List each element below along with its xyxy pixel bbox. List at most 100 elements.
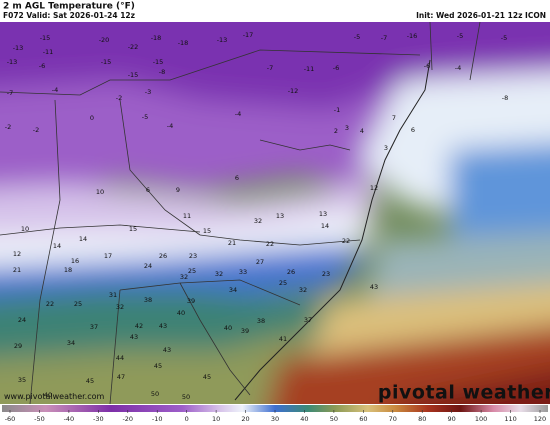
station-value: -18 bbox=[178, 39, 189, 47]
station-value: -15 bbox=[153, 58, 164, 66]
station-value: 15 bbox=[129, 225, 137, 233]
station-value: 32 bbox=[116, 303, 124, 311]
station-value: 34 bbox=[229, 286, 237, 294]
station-value: 38 bbox=[257, 317, 265, 325]
station-value: -16 bbox=[407, 32, 418, 40]
init-time: Init: Wed 2026-01-21 12z ICON bbox=[416, 11, 546, 20]
station-value: 50 bbox=[182, 393, 190, 401]
station-value: 6 bbox=[235, 174, 239, 182]
station-value: -7 bbox=[381, 34, 387, 42]
station-value: 22 bbox=[266, 240, 274, 248]
station-value: 45 bbox=[86, 377, 94, 385]
colorbar bbox=[2, 405, 548, 412]
station-value: 25 bbox=[188, 267, 196, 275]
station-value: 41 bbox=[279, 335, 287, 343]
station-value: -2 bbox=[5, 123, 11, 131]
colorbar-label: 100 bbox=[475, 415, 487, 423]
station-value: 39 bbox=[241, 327, 249, 335]
station-value: 29 bbox=[14, 342, 22, 350]
station-value: 39 bbox=[187, 297, 195, 305]
station-value: 12 bbox=[13, 250, 21, 258]
station-value: -4 bbox=[455, 64, 461, 72]
station-value: 35 bbox=[18, 376, 26, 384]
station-value: 13 bbox=[276, 212, 284, 220]
station-value: 18 bbox=[64, 266, 72, 274]
station-value: 24 bbox=[18, 316, 26, 324]
borders bbox=[0, 22, 481, 404]
station-value: 3 bbox=[345, 124, 349, 132]
station-value: 17 bbox=[104, 252, 112, 260]
station-value: 14 bbox=[321, 222, 329, 230]
station-value: -13 bbox=[13, 44, 24, 52]
station-value: 25 bbox=[74, 300, 82, 308]
colorbar-label: 20 bbox=[241, 415, 249, 423]
station-value: -4 bbox=[167, 122, 173, 130]
station-value: 25 bbox=[279, 279, 287, 287]
station-value: -11 bbox=[43, 48, 54, 56]
station-value: 26 bbox=[159, 252, 167, 260]
station-value: 23 bbox=[189, 252, 197, 260]
colorbar-label: 80 bbox=[418, 415, 426, 423]
station-value: -8 bbox=[502, 94, 508, 102]
colorbar-label: 50 bbox=[330, 415, 338, 423]
watermark-url: www.pivotalweather.com bbox=[4, 392, 105, 401]
station-value: 24 bbox=[144, 262, 152, 270]
station-value: -7 bbox=[267, 64, 273, 72]
station-value: 0 bbox=[90, 114, 94, 122]
station-value: 22 bbox=[46, 300, 54, 308]
station-value: 10 bbox=[21, 225, 29, 233]
station-value: 38 bbox=[144, 296, 152, 304]
station-value: 21 bbox=[228, 239, 236, 247]
station-value: 33 bbox=[239, 268, 247, 276]
station-value: 40 bbox=[44, 391, 52, 399]
station-value: 2 bbox=[334, 127, 338, 135]
station-value: 32 bbox=[299, 286, 307, 294]
colorbar-label: 0 bbox=[185, 415, 189, 423]
station-value: -4 bbox=[52, 86, 58, 94]
colorbar-label: 30 bbox=[271, 415, 279, 423]
station-value: 4 bbox=[360, 127, 364, 135]
station-value: -15 bbox=[128, 71, 139, 79]
station-value: 16 bbox=[71, 257, 79, 265]
station-value: -15 bbox=[40, 34, 51, 42]
station-value: 6 bbox=[411, 126, 415, 134]
station-value: -18 bbox=[151, 34, 162, 42]
station-value: 45 bbox=[154, 362, 162, 370]
station-value: -12 bbox=[288, 87, 299, 95]
station-value: -6 bbox=[424, 62, 430, 70]
station-value: 13 bbox=[319, 210, 327, 218]
colorbar-label: -30 bbox=[93, 415, 104, 423]
station-value: 47 bbox=[117, 373, 125, 381]
watermark-brand: pivotal weather bbox=[378, 382, 550, 404]
station-value: -15 bbox=[101, 58, 112, 66]
station-value: 9 bbox=[176, 186, 180, 194]
colorbar-label: 110 bbox=[504, 415, 516, 423]
station-value: 43 bbox=[130, 333, 138, 341]
station-value: -5 bbox=[142, 113, 148, 121]
colorbar-label: -10 bbox=[152, 415, 163, 423]
station-value: -7 bbox=[7, 89, 13, 97]
station-value: 27 bbox=[256, 258, 264, 266]
station-value: -8 bbox=[159, 68, 165, 76]
station-value: 23 bbox=[322, 270, 330, 278]
station-value: -2 bbox=[33, 126, 39, 134]
station-value: 40 bbox=[224, 324, 232, 332]
colorbar-label: 10 bbox=[212, 415, 220, 423]
station-value: 43 bbox=[163, 346, 171, 354]
station-value: -20 bbox=[99, 36, 110, 44]
station-value: 31 bbox=[109, 291, 117, 299]
colorbar-label: -40 bbox=[64, 415, 75, 423]
colorbar-label: -60 bbox=[5, 415, 16, 423]
colorbar-label: -20 bbox=[122, 415, 133, 423]
station-value: 32 bbox=[180, 273, 188, 281]
station-value: -13 bbox=[7, 58, 18, 66]
colorbar-label: 40 bbox=[300, 415, 308, 423]
title: 2 m AGL Temperature (°F) bbox=[3, 2, 135, 12]
station-value: 14 bbox=[79, 235, 87, 243]
station-value: 43 bbox=[159, 322, 167, 330]
station-value: 12 bbox=[370, 184, 378, 192]
station-value: -4 bbox=[235, 110, 241, 118]
station-value: 26 bbox=[287, 268, 295, 276]
station-value: 15 bbox=[203, 227, 211, 235]
